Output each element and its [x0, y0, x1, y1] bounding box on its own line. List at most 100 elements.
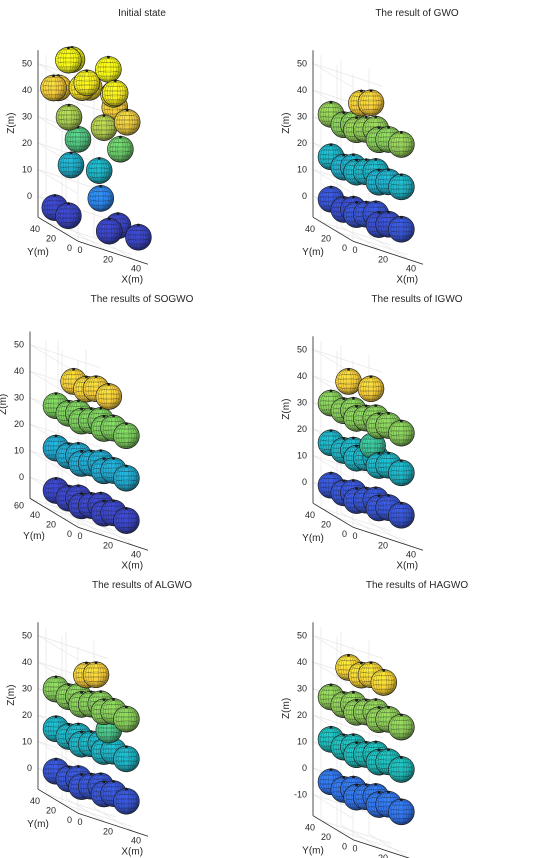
y-axis-label: Y(m) — [302, 533, 324, 544]
sphere-point — [113, 108, 141, 136]
panel-hagwo: The results of HAGWO 0 20 40 0 20 40 -10 0 10 20 30… — [275, 572, 550, 858]
panel-initial-state: Initial state 0 20 40 0 20 40 0 10 20 30 40 50 X(m) Y(… — [0, 0, 275, 286]
floor-grid-line — [336, 231, 408, 255]
sphere-point — [95, 217, 123, 245]
sphere-point — [82, 661, 110, 689]
sphere-point — [357, 375, 385, 403]
sphere-point — [55, 202, 82, 230]
panel-gwo: The result of GWO 0 20 40 0 20 40 0 10 20 30 40 50 X(… — [275, 0, 550, 286]
z-tick-label: 40 — [22, 85, 32, 95]
sphere-point — [388, 798, 415, 826]
floor-grid-line — [336, 517, 408, 541]
x-tick-label: 40 — [131, 550, 141, 560]
floor-grid-line — [61, 803, 133, 827]
z-tick-label: 10 — [297, 451, 307, 461]
sphere-point — [55, 103, 83, 131]
z-tick-label: 50 — [22, 59, 32, 69]
z-tick-label: 0 — [27, 763, 32, 773]
z-tick-label: 0 — [302, 763, 307, 773]
z-tick-label: -10 — [294, 790, 307, 800]
z-tick-label: 50 — [14, 340, 24, 350]
x-tick-label: 0 — [77, 245, 82, 255]
z-axis-label: Z(m) — [281, 113, 292, 134]
spheres — [42, 661, 140, 815]
z-tick-label: 20 — [297, 138, 307, 148]
y-tick-label: 60 — [14, 500, 24, 510]
axes: 0 20 40 0 20 40 0 10 20 30 40 50 X(m) Y(m) Z(m) — [281, 50, 424, 285]
sphere-point — [357, 89, 385, 117]
sphere-point — [113, 422, 140, 450]
z-tick-label: 50 — [297, 631, 307, 641]
x-tick-label: 40 — [406, 264, 416, 274]
chart-title: Initial state — [118, 8, 166, 19]
plot-sogwo: The results of SOGWO 0 20 40 0 20 40 60 0 10 20 30 4… — [0, 294, 194, 571]
z-tick-label: 30 — [22, 684, 32, 694]
z-tick-label: 50 — [297, 59, 307, 69]
x-tick-label: 20 — [103, 540, 113, 550]
sphere-point — [113, 787, 140, 815]
floor-grid-line — [320, 820, 392, 844]
sphere-point — [64, 125, 92, 153]
wall-grid-line — [37, 635, 109, 660]
y-tick-label: 40 — [305, 224, 315, 234]
z-axis-label: Z(m) — [0, 394, 9, 415]
sphere-point — [95, 382, 123, 410]
z-tick-label: 50 — [297, 345, 307, 355]
panel-algwo: The results of ALGWO 0 20 40 0 20 40 0 10 20 30 40 5… — [0, 572, 275, 858]
z-tick-label: 40 — [22, 657, 32, 667]
axes: 0 20 40 0 20 40 60 0 10 20 30 40 50 X(m) Y(m) Z(m) — [0, 331, 149, 571]
wall-grid-line — [29, 344, 101, 374]
chart-title: The results of SOGWO — [91, 294, 194, 305]
x-axis-line — [77, 812, 149, 837]
y-tick-label: 20 — [321, 520, 331, 530]
spheres — [317, 89, 415, 243]
x-axis-label: X(m) — [121, 846, 143, 857]
plot-hagwo: The results of HAGWO 0 20 40 0 20 40 -10 0 10 20 30… — [281, 580, 468, 858]
y-axis-line — [312, 216, 354, 242]
y-tick-label: 40 — [305, 510, 315, 520]
x-tick-label: 0 — [77, 817, 82, 827]
sphere-point — [388, 459, 415, 487]
floor-grid-line — [45, 507, 117, 532]
z-tick-label: 20 — [14, 419, 24, 429]
floor-grid-line — [368, 833, 410, 858]
floor-grid-line — [336, 829, 408, 854]
x-tick-label: 40 — [131, 264, 141, 274]
sphere-point — [87, 184, 115, 212]
sphere-point — [90, 114, 118, 141]
sphere-point — [101, 79, 129, 107]
spheres — [317, 653, 415, 826]
z-tick-label: 30 — [297, 112, 307, 122]
x-axis-line — [352, 526, 424, 551]
wall-grid-line — [312, 63, 384, 88]
sphere-point — [388, 755, 415, 783]
y-tick-label: 0 — [342, 529, 347, 539]
z-axis-label: Z(m) — [281, 698, 292, 719]
sphere-point — [113, 464, 140, 492]
axes: 0 20 40 0 20 40 0 10 20 30 40 50 X(m) Y(m) Z(m) — [6, 50, 149, 285]
z-tick-label: 10 — [14, 446, 24, 456]
panel-igwo: The results of IGWO 0 20 40 0 20 40 0 10 20 30 40 50… — [275, 286, 550, 572]
z-tick-label: 0 — [19, 472, 24, 482]
z-tick-label: 0 — [302, 477, 307, 487]
panel-sogwo: The results of SOGWO 0 20 40 0 20 40 60 0 10 20 30 4… — [0, 286, 275, 572]
spheres — [317, 367, 415, 529]
x-tick-label: 20 — [378, 853, 388, 858]
y-tick-label: 20 — [321, 832, 331, 842]
sphere-point — [388, 130, 415, 158]
sphere-point — [388, 173, 415, 201]
x-axis-line — [77, 240, 149, 265]
x-tick-label: 20 — [378, 540, 388, 550]
chart-title: The results of ALGWO — [92, 580, 192, 591]
sphere-point — [40, 74, 67, 102]
x-axis-label: X(m) — [396, 274, 418, 285]
z-tick-label: 10 — [22, 165, 32, 175]
y-axis-label: Y(m) — [302, 846, 324, 857]
z-axis-label: Z(m) — [6, 685, 17, 706]
y-tick-label: 0 — [342, 243, 347, 253]
z-tick-label: 50 — [22, 631, 32, 641]
y-tick-label: 0 — [342, 842, 347, 852]
floor-grid-line — [340, 824, 382, 850]
spheres — [42, 367, 140, 534]
